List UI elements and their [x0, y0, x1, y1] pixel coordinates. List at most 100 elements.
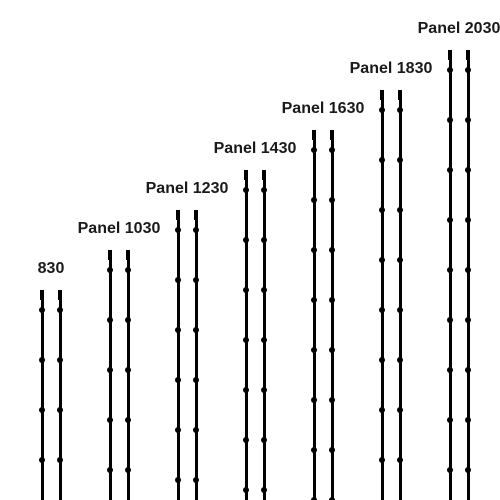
panel-rung-dot — [57, 357, 63, 363]
panel-rung-dot — [243, 187, 249, 193]
panel-rung-dot — [465, 167, 471, 173]
panel-rung-dot — [465, 67, 471, 73]
panel-rung-dot — [397, 407, 403, 413]
panel-rung-dot — [397, 307, 403, 313]
panel-rung-dot — [447, 317, 453, 323]
panel-rail-cap — [108, 250, 112, 260]
panel-rung-dot — [261, 237, 267, 243]
panel-rung-dot — [243, 237, 249, 243]
panel-label: 830 — [38, 260, 65, 278]
panel-rung-dot — [447, 217, 453, 223]
panel-rung-dot — [39, 357, 45, 363]
panel-rail-cap — [262, 170, 266, 180]
panel-rung-dot — [447, 417, 453, 423]
panel-rung-dot — [175, 327, 181, 333]
panel-rung-dot — [125, 367, 131, 373]
panel-label: Panel 1830 — [350, 60, 433, 78]
panel-rung-dot — [175, 427, 181, 433]
panel-rung-dot — [311, 447, 317, 453]
panel-rail — [177, 210, 180, 500]
panel-rung-dot — [465, 117, 471, 123]
panel-rail-cap — [448, 50, 452, 60]
panel-rung-dot — [379, 207, 385, 213]
panel-rung-dot — [447, 467, 453, 473]
panel-rung-dot — [379, 357, 385, 363]
panel-label: Panel 1430 — [214, 140, 297, 158]
panel-rung-dot — [261, 387, 267, 393]
panel-rung-dot — [397, 207, 403, 213]
panel-rail — [41, 290, 44, 500]
panel-rung-dot — [125, 317, 131, 323]
panel-rung-dot — [125, 467, 131, 473]
panel-rail-cap — [40, 290, 44, 300]
panel-rail-cap — [312, 130, 316, 140]
panel-rung-dot — [379, 257, 385, 263]
panel-rung-dot — [243, 487, 249, 493]
panel-rung-dot — [311, 397, 317, 403]
panel-rung-dot — [397, 157, 403, 163]
panel-rung-dot — [311, 347, 317, 353]
panel-rail — [313, 130, 316, 500]
panel-rung-dot — [125, 417, 131, 423]
panel-rung-dot — [329, 147, 335, 153]
panel-rung-dot — [261, 437, 267, 443]
panel-rung-dot — [311, 147, 317, 153]
panel-rung-dot — [39, 457, 45, 463]
panel-rung-dot — [397, 107, 403, 113]
panel-rung-dot — [379, 107, 385, 113]
panel-rung-dot — [311, 197, 317, 203]
panel-rail-cap — [330, 130, 334, 140]
panel-rail-cap — [466, 50, 470, 60]
panel-rung-dot — [447, 67, 453, 73]
panel-rail — [381, 90, 384, 500]
panel-rung-dot — [465, 317, 471, 323]
panel-rung-dot — [465, 417, 471, 423]
panel-rail — [59, 290, 62, 500]
panel-rail-cap — [244, 170, 248, 180]
panel-rung-dot — [379, 307, 385, 313]
panel-rung-dot — [243, 287, 249, 293]
panel-rung-dot — [175, 277, 181, 283]
panel-rung-dot — [329, 297, 335, 303]
panel-rung-dot — [193, 227, 199, 233]
panel-rung-dot — [39, 307, 45, 313]
panel-rail-cap — [194, 210, 198, 220]
panel-rail — [245, 170, 248, 500]
panel-rung-dot — [57, 407, 63, 413]
panel-rung-dot — [243, 387, 249, 393]
panel-rung-dot — [57, 457, 63, 463]
panel-label: Panel 2030 — [418, 20, 500, 38]
panel-label: Panel 1630 — [282, 100, 365, 118]
panel-rung-dot — [379, 157, 385, 163]
panel-rail-cap — [398, 90, 402, 100]
panel-rung-dot — [465, 467, 471, 473]
panel-rung-dot — [397, 457, 403, 463]
panel-rung-dot — [465, 267, 471, 273]
panel-rung-dot — [193, 327, 199, 333]
panel-label: Panel 1030 — [78, 220, 161, 238]
panel-rung-dot — [447, 167, 453, 173]
panel-rung-dot — [329, 347, 335, 353]
panel-rung-dot — [107, 417, 113, 423]
panel-rung-dot — [447, 117, 453, 123]
panel-rung-dot — [261, 287, 267, 293]
panel-rail-cap — [176, 210, 180, 220]
panel-rung-dot — [125, 267, 131, 273]
panel-rung-dot — [243, 437, 249, 443]
panel-rung-dot — [447, 367, 453, 373]
panel-rung-dot — [107, 267, 113, 273]
panel-rung-dot — [193, 427, 199, 433]
panel-label: Panel 1230 — [146, 180, 229, 198]
panel-rail — [263, 170, 266, 500]
panel-rung-dot — [465, 367, 471, 373]
panel-rung-dot — [175, 377, 181, 383]
panel-rung-dot — [193, 377, 199, 383]
panel-rung-dot — [329, 397, 335, 403]
panel-rail — [331, 130, 334, 500]
panel-rung-dot — [379, 457, 385, 463]
panel-rail — [399, 90, 402, 500]
panel-rung-dot — [243, 337, 249, 343]
panel-rung-dot — [193, 277, 199, 283]
panel-rung-dot — [175, 227, 181, 233]
panel-rail — [127, 250, 130, 500]
